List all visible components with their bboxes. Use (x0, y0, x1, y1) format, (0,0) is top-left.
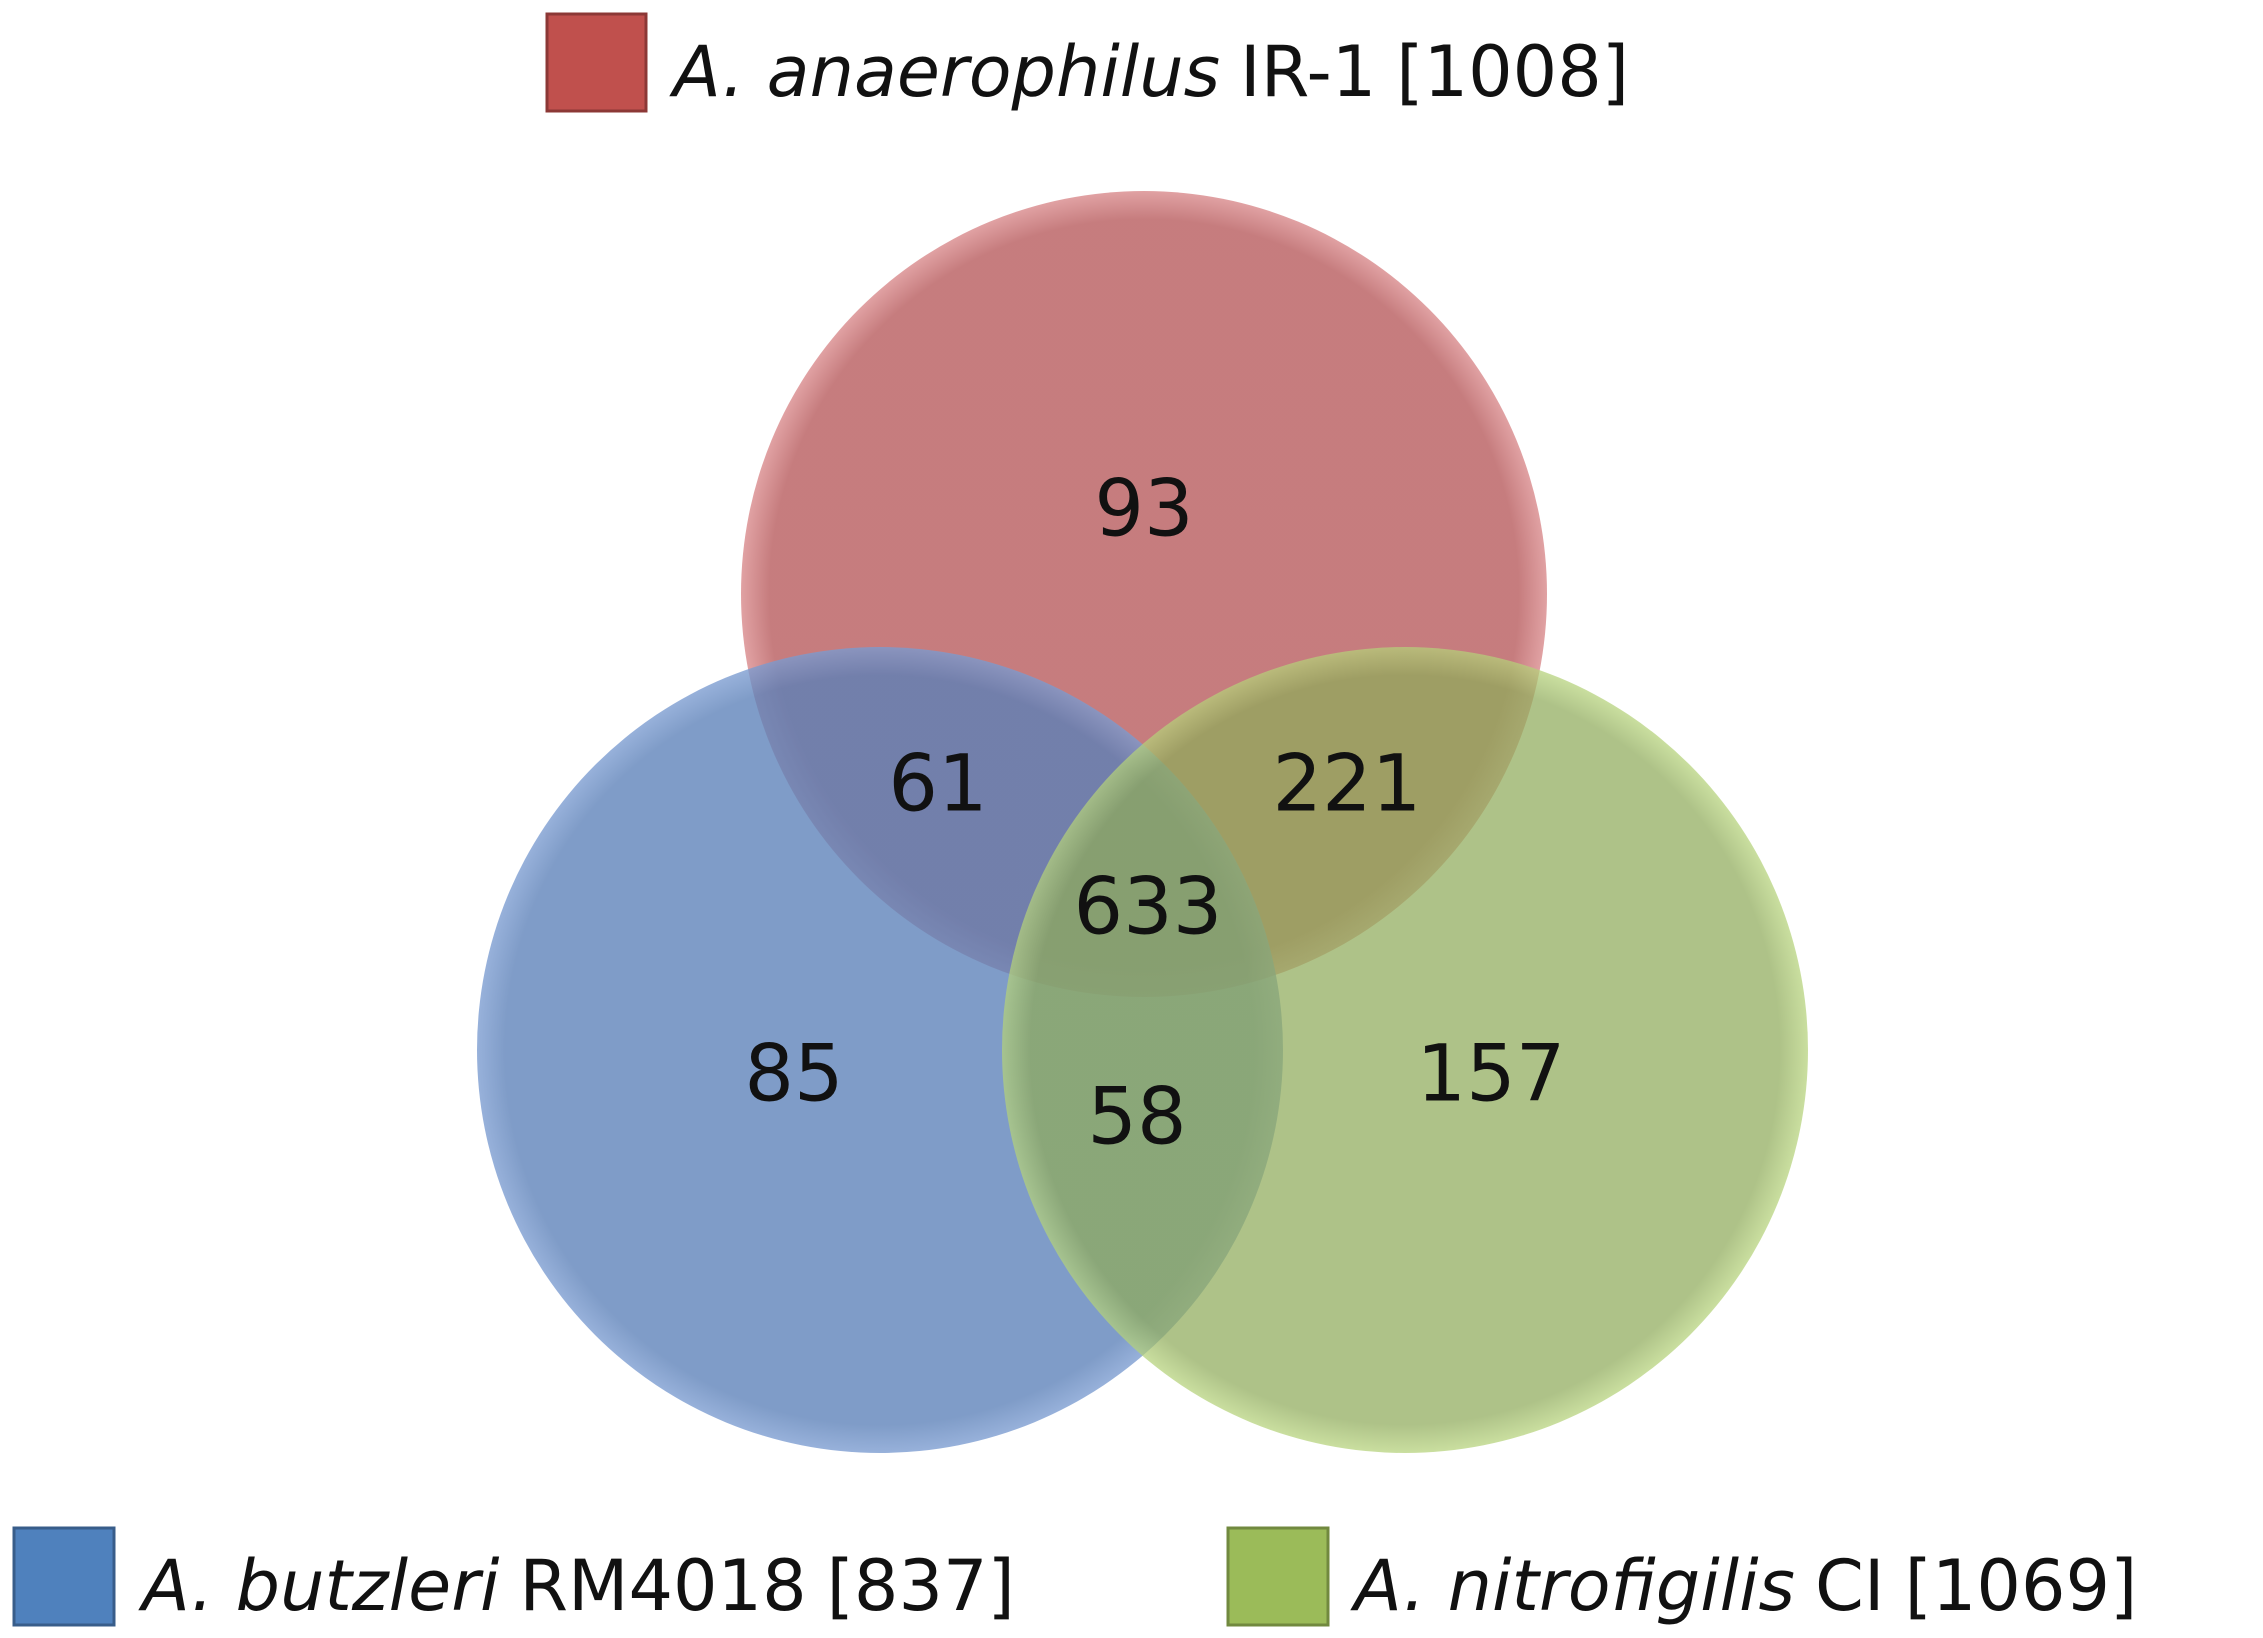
legend-label: A. nitrofigilis CI [1069] (1350, 1545, 2137, 1627)
species-name: A. anaerophilus (669, 31, 1220, 113)
species-name: A. nitrofigilis (1350, 1545, 1795, 1627)
legend-swatch (1226, 1526, 1330, 1627)
set-circle-nitrofigilis (1002, 647, 1808, 1453)
region-count: 157 (1417, 1029, 1566, 1119)
region-count: 58 (1087, 1072, 1186, 1162)
strain-name: RM4018 (519, 1545, 806, 1627)
gene-count: [1069] (1905, 1545, 2138, 1627)
legend-label: A. anaerophilus IR-1 [1008] (669, 31, 1629, 113)
legend-swatch (12, 1526, 116, 1627)
region-count: 93 (1094, 464, 1193, 554)
gene-count: [837] (827, 1545, 1015, 1627)
region-count: 221 (1273, 739, 1422, 829)
strain-name: IR-1 (1240, 31, 1376, 113)
region-count: 633 (1074, 862, 1223, 952)
species-name: A. butzleri (138, 1545, 500, 1627)
strain-name: CI (1815, 1545, 1885, 1627)
legend-swatch (545, 12, 648, 113)
region-count: 85 (744, 1029, 843, 1119)
region-count: 61 (888, 739, 987, 829)
legend-label: A. butzleri RM4018 [837] (138, 1545, 1015, 1627)
gene-count: [1008] (1396, 31, 1629, 113)
